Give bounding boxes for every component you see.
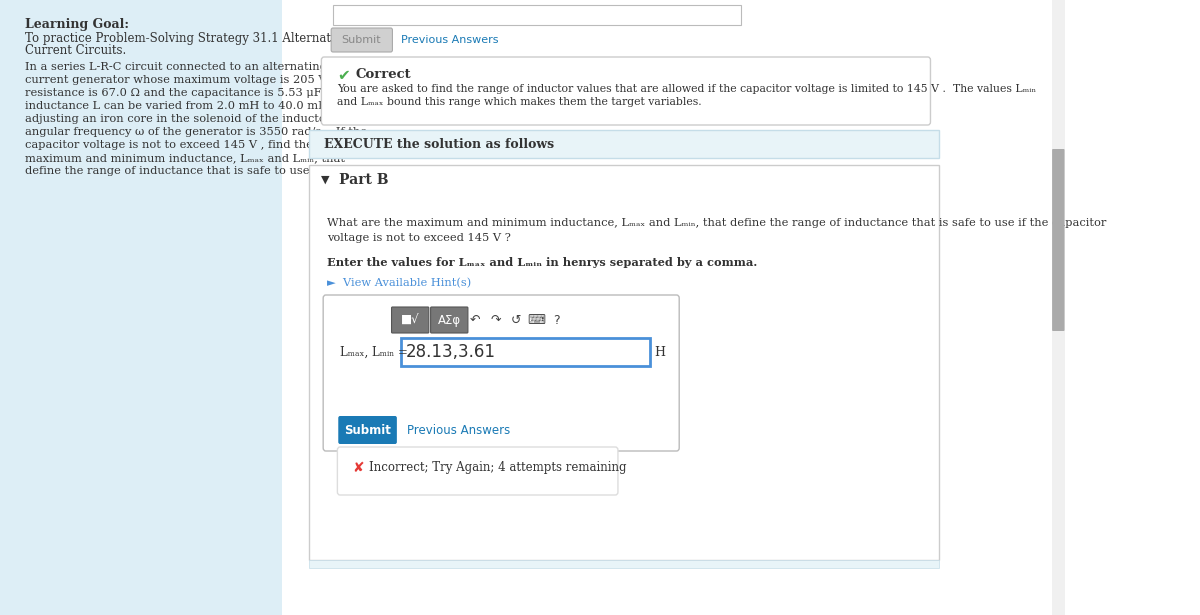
- Text: Learning Goal:: Learning Goal:: [25, 18, 128, 31]
- Text: EXECUTE the solution as follows: EXECUTE the solution as follows: [324, 138, 554, 151]
- Text: maximum and minimum inductance, Lₘₐₓ and Lₘᵢₙ, that: maximum and minimum inductance, Lₘₐₓ and…: [25, 153, 344, 163]
- Text: ?: ?: [553, 314, 560, 327]
- Text: Correct: Correct: [355, 68, 410, 81]
- FancyBboxPatch shape: [431, 307, 468, 333]
- Text: To practice Problem-Solving Strategy 31.1 Alternating-: To practice Problem-Solving Strategy 31.…: [25, 32, 354, 45]
- Text: ■√: ■√: [401, 314, 420, 327]
- FancyBboxPatch shape: [308, 560, 940, 568]
- FancyBboxPatch shape: [282, 0, 1052, 615]
- Text: Part B: Part B: [340, 173, 389, 187]
- Text: 28.13,3.61: 28.13,3.61: [406, 343, 496, 361]
- Text: Lₘₐₓ, Lₘᵢₙ =: Lₘₐₓ, Lₘᵢₙ =: [340, 346, 408, 359]
- Text: and Lₘₐₓ bound this range which makes them the target variables.: and Lₘₐₓ bound this range which makes th…: [337, 97, 702, 107]
- Text: You are asked to find the range of inductor values that are allowed if the capac: You are asked to find the range of induc…: [337, 84, 1037, 94]
- Text: ▼: ▼: [322, 175, 330, 185]
- FancyBboxPatch shape: [331, 28, 392, 52]
- Text: Submit: Submit: [342, 35, 382, 45]
- Text: In a series L-R-C circuit connected to an alternating: In a series L-R-C circuit connected to a…: [25, 62, 326, 72]
- FancyBboxPatch shape: [338, 416, 397, 444]
- Text: Current Circuits.: Current Circuits.: [25, 44, 126, 57]
- FancyBboxPatch shape: [308, 165, 940, 560]
- FancyBboxPatch shape: [401, 338, 650, 366]
- FancyBboxPatch shape: [308, 130, 940, 158]
- FancyBboxPatch shape: [337, 447, 618, 495]
- FancyBboxPatch shape: [391, 307, 428, 333]
- Text: H: H: [654, 346, 665, 359]
- FancyBboxPatch shape: [323, 295, 679, 451]
- Text: ►  View Available Hint(s): ► View Available Hint(s): [326, 278, 470, 288]
- FancyBboxPatch shape: [1052, 0, 1066, 615]
- Text: capacitor voltage is not to exceed 145 V , find the: capacitor voltage is not to exceed 145 V…: [25, 140, 313, 150]
- FancyBboxPatch shape: [332, 5, 742, 25]
- Text: ↷: ↷: [490, 314, 500, 327]
- Text: ✘: ✘: [353, 461, 364, 475]
- Text: ✔: ✔: [337, 68, 350, 83]
- Text: ⌨: ⌨: [527, 314, 545, 327]
- Text: Enter the values for Lₘₐₓ and Lₘᵢₙ in henrys separated by a comma.: Enter the values for Lₘₐₓ and Lₘᵢₙ in he…: [326, 257, 757, 268]
- Text: Incorrect; Try Again; 4 attempts remaining: Incorrect; Try Again; 4 attempts remaini…: [370, 461, 626, 475]
- Text: What are the maximum and minimum inductance, Lₘₐₓ and Lₘᵢₙ, that define the rang: What are the maximum and minimum inducta…: [326, 218, 1106, 228]
- Text: AΣφ: AΣφ: [438, 314, 461, 327]
- FancyBboxPatch shape: [0, 0, 282, 615]
- Text: define the range of inductance that is safe to use.: define the range of inductance that is s…: [25, 166, 313, 176]
- Text: voltage is not to exceed 145 V ?: voltage is not to exceed 145 V ?: [326, 233, 511, 243]
- Text: Previous Answers: Previous Answers: [407, 424, 510, 437]
- Text: inductance L can be varied from 2.0 mH to 40.0 mH by: inductance L can be varied from 2.0 mH t…: [25, 101, 346, 111]
- Text: Submit: Submit: [344, 424, 391, 437]
- Text: adjusting an iron core in the solenoid of the inductor.  The: adjusting an iron core in the solenoid o…: [25, 114, 362, 124]
- Text: angular frequency ω of the generator is 3550 rad/s .  If the: angular frequency ω of the generator is …: [25, 127, 367, 137]
- Text: ↶: ↶: [469, 314, 480, 327]
- Text: ↺: ↺: [510, 314, 521, 327]
- Text: current generator whose maximum voltage is 205 V , the: current generator whose maximum voltage …: [25, 75, 356, 85]
- FancyBboxPatch shape: [1052, 149, 1064, 331]
- Text: Previous Answers: Previous Answers: [401, 35, 499, 45]
- Text: resistance is 67.0 Ω and the capacitance is 5.53 μF .  The: resistance is 67.0 Ω and the capacitance…: [25, 88, 358, 98]
- FancyBboxPatch shape: [322, 57, 930, 125]
